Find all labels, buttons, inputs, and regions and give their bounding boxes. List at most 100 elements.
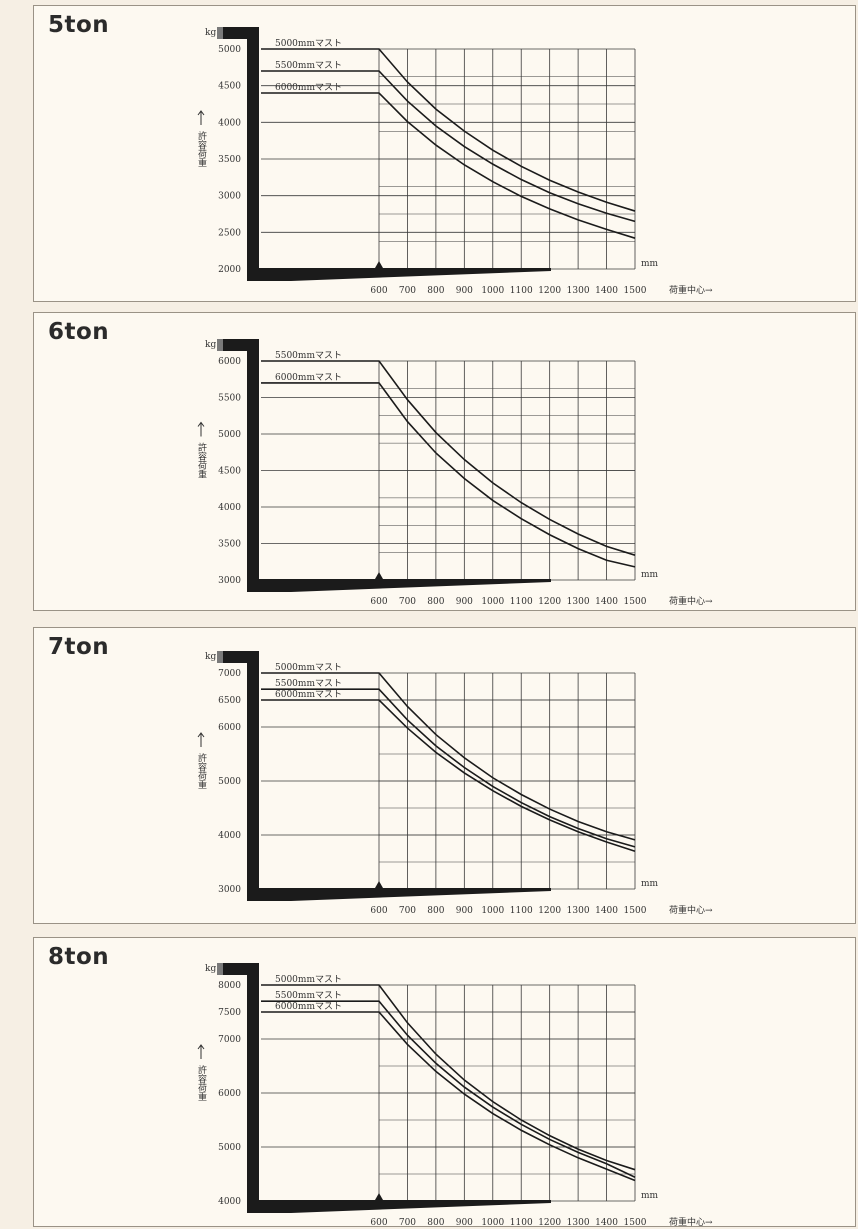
- series-line: [261, 672, 636, 841]
- x-tick-label: 1200: [538, 286, 561, 296]
- y-tick-label: 7000: [218, 1035, 241, 1045]
- x-tick-label: 1500: [624, 597, 647, 607]
- x-tick-label: 600: [370, 286, 387, 296]
- chart-title: 7ton: [48, 634, 110, 660]
- series-line: [261, 70, 636, 223]
- x-tick-label: 1000: [481, 597, 504, 607]
- y-tick-label: 7000: [218, 669, 241, 679]
- x-tick-label: 1400: [595, 597, 618, 607]
- x-tick-label: 900: [456, 1218, 473, 1228]
- fork-mark: [217, 27, 223, 39]
- y-tick-label: 3500: [218, 540, 241, 550]
- y-arrow-icon: [197, 732, 205, 747]
- x-tick-label: 1400: [595, 1218, 618, 1228]
- y-axis-label: 許容荷重: [196, 752, 207, 789]
- y-tick-label: 6000: [218, 723, 241, 733]
- chart-title: 5ton: [48, 12, 110, 38]
- series-line: [261, 48, 636, 212]
- series-label: 6000mmマスト: [275, 690, 342, 700]
- series-line: [261, 688, 636, 848]
- y-arrow-icon: [197, 421, 205, 437]
- x-tick-label: 900: [456, 597, 473, 607]
- fork-axis-silhouette: [217, 963, 551, 1213]
- load-center-marker: [375, 1193, 383, 1200]
- x-tick-label: 600: [370, 597, 387, 607]
- y-unit: kg: [205, 340, 216, 350]
- y-arrow-icon: [197, 1044, 205, 1059]
- fork-axis-silhouette: [217, 651, 551, 901]
- y-unit: kg: [205, 964, 216, 974]
- x-tick-label: 1300: [567, 906, 590, 916]
- y-tick-label: 5000: [218, 45, 241, 55]
- y-tick-label: 4500: [218, 82, 241, 92]
- y-tick-label: 3500: [218, 155, 241, 165]
- x-tick-label: 800: [427, 906, 444, 916]
- load-center-marker: [375, 881, 383, 888]
- y-tick-label: 8000: [218, 981, 241, 991]
- x-tick-label: 1100: [510, 286, 533, 296]
- x-tick-label: 1500: [624, 906, 647, 916]
- x-tick-label: 1000: [481, 1218, 504, 1228]
- x-tick-label: 700: [399, 597, 416, 607]
- series-label: 6000mmマスト: [275, 1002, 342, 1012]
- series-label: 6000mmマスト: [275, 83, 342, 93]
- y-tick-label: 4000: [218, 503, 241, 513]
- x-tick-label: 1500: [624, 1218, 647, 1228]
- x-tick-label: 700: [399, 906, 416, 916]
- y-tick-label: 5000: [218, 430, 241, 440]
- x-tick-label: 1300: [567, 1218, 590, 1228]
- y-tick-label: 6500: [218, 696, 241, 706]
- x-axis-label: 荷重中心→: [669, 595, 713, 607]
- x-unit: mm: [641, 1191, 659, 1201]
- fork-axis-silhouette: [217, 27, 551, 281]
- y-tick-label: 5000: [218, 1143, 241, 1153]
- y-axis-label: 許容荷重: [196, 441, 207, 478]
- fork-axis-silhouette: [217, 339, 551, 592]
- y-tick-label: 3000: [218, 192, 241, 202]
- series-line: [261, 1000, 636, 1178]
- y-tick-label: 4000: [218, 1197, 241, 1207]
- x-axis-label: 荷重中心→: [669, 904, 713, 916]
- y-tick-label: 5500: [218, 394, 241, 404]
- series-label: 5000mmマスト: [275, 39, 342, 49]
- series-line: [261, 1011, 636, 1182]
- x-axis-label: 荷重中心→: [669, 284, 713, 296]
- x-tick-label: 700: [399, 1218, 416, 1228]
- x-tick-label: 900: [456, 286, 473, 296]
- fork-mark: [217, 651, 223, 663]
- y-axis-label: 許容荷重: [196, 1064, 207, 1101]
- y-tick-label: 6000: [218, 357, 241, 367]
- x-tick-label: 1200: [538, 1218, 561, 1228]
- series-label: 5500mmマスト: [275, 679, 342, 689]
- y-tick-label: 3000: [218, 576, 241, 586]
- x-tick-label: 1300: [567, 597, 590, 607]
- x-tick-label: 1000: [481, 906, 504, 916]
- chart-title: 8ton: [48, 944, 110, 970]
- x-tick-label: 1500: [624, 286, 647, 296]
- series-line: [261, 382, 636, 568]
- chart-panel-5ton: 5ton kg 5000 4500 4000 3500 3000 2500 2000 許容荷重 60…: [33, 5, 856, 302]
- x-tick-label: 1000: [481, 286, 504, 296]
- y-tick-label: 7500: [218, 1008, 241, 1018]
- series-label: 6000mmマスト: [275, 373, 342, 383]
- x-unit: mm: [641, 879, 659, 889]
- x-tick-label: 1200: [538, 597, 561, 607]
- chart-panel-6ton: 6ton kg 6000 5500 5000 4500 4000 3500 3000 許容荷重 60…: [33, 312, 856, 611]
- y-unit: kg: [205, 28, 216, 38]
- series-label: 5500mmマスト: [275, 991, 342, 1001]
- y-tick-label: 4500: [218, 467, 241, 477]
- x-unit: mm: [641, 570, 659, 580]
- series-label: 5000mmマスト: [275, 975, 342, 985]
- x-tick-label: 1400: [595, 286, 618, 296]
- x-axis-label: 荷重中心→: [669, 1216, 713, 1228]
- x-tick-label: 1100: [510, 1218, 533, 1228]
- series-label: 5500mmマスト: [275, 61, 342, 71]
- series-line: [261, 984, 636, 1171]
- x-tick-label: 700: [399, 286, 416, 296]
- series-label: 5500mmマスト: [275, 351, 342, 361]
- x-tick-label: 1400: [595, 906, 618, 916]
- y-arrow-icon: [197, 110, 205, 125]
